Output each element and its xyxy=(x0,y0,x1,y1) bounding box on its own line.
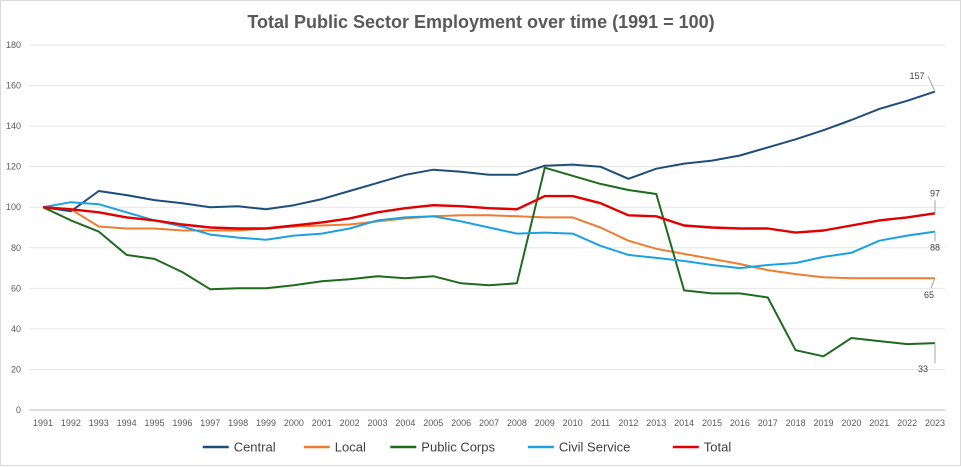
x-tick-label-2014: 2014 xyxy=(674,418,694,428)
legend-label-total: Total xyxy=(704,440,732,455)
x-tick-label-2023: 2023 xyxy=(925,418,945,428)
x-tick-label-2013: 2013 xyxy=(646,418,666,428)
x-tick-label-2007: 2007 xyxy=(479,418,499,428)
series-line-total xyxy=(42,194,936,234)
x-tick-label-2009: 2009 xyxy=(535,418,555,428)
data-label-local: 65 xyxy=(924,290,934,300)
y-tick-label-0: 0 xyxy=(16,405,21,415)
legend-label-local: Local xyxy=(335,440,366,455)
x-tick-label-1993: 1993 xyxy=(89,418,109,428)
y-tick-label-60: 60 xyxy=(11,283,21,293)
x-tick-label-2015: 2015 xyxy=(702,418,722,428)
x-tick-label-2018: 2018 xyxy=(786,418,806,428)
leader-line-local xyxy=(930,278,936,289)
x-tick-label-1999: 1999 xyxy=(256,418,276,428)
x-tick-label-1998: 1998 xyxy=(228,418,248,428)
legend-label-civil-service: Civil Service xyxy=(559,440,631,455)
y-axis-ticks: 0 20 40 60 80 100 120 140 160 180 xyxy=(6,40,21,415)
x-tick-label-2020: 2020 xyxy=(841,418,861,428)
x-tick-label-2003: 2003 xyxy=(367,418,387,428)
y-tick-label-40: 40 xyxy=(11,324,21,334)
data-label-public-corps: 33 xyxy=(918,364,928,374)
data-label-total: 97 xyxy=(930,188,940,198)
x-tick-label-2019: 2019 xyxy=(813,418,833,428)
x-tick-label-2011: 2011 xyxy=(591,418,610,428)
y-tick-label-160: 160 xyxy=(6,81,21,91)
series-line-civil-service xyxy=(42,201,936,270)
x-tick-label-2010: 2010 xyxy=(563,418,583,428)
y-tick-label-100: 100 xyxy=(6,202,21,212)
x-tick-label-2004: 2004 xyxy=(395,418,415,428)
x-tick-label-2006: 2006 xyxy=(451,418,471,428)
x-tick-label-1997: 1997 xyxy=(200,418,220,428)
x-tick-label-2012: 2012 xyxy=(618,418,638,428)
data-labels: 157 65 33 88 97 xyxy=(909,71,940,374)
x-tick-label-2005: 2005 xyxy=(423,418,443,428)
x-tick-label-1995: 1995 xyxy=(144,418,164,428)
x-tick-label-2016: 2016 xyxy=(730,418,750,428)
x-tick-label-2021: 2021 xyxy=(869,418,889,428)
y-tick-label-80: 80 xyxy=(11,243,21,253)
x-tick-label-1994: 1994 xyxy=(117,418,137,428)
y-tick-label-140: 140 xyxy=(6,121,21,131)
series-line-local xyxy=(42,206,935,280)
x-tick-label-1996: 1996 xyxy=(172,418,192,428)
series-lines xyxy=(42,90,936,358)
x-tick-label-2001: 2001 xyxy=(312,418,332,428)
legend: Central Local Public Corps Civil Service Tot… xyxy=(202,440,732,455)
data-label-civil-service: 88 xyxy=(930,243,940,253)
legend-label-central: Central xyxy=(234,440,276,455)
x-tick-label-2002: 2002 xyxy=(340,418,360,428)
x-axis-ticks: 1991 1992 1993 1994 1995 1996 1997 1998 1999 2000… xyxy=(33,418,945,428)
x-tick-label-2000: 2000 xyxy=(284,418,304,428)
series-line-central xyxy=(42,90,936,213)
leader-line-central xyxy=(927,75,936,92)
legend-label-public-corps: Public Corps xyxy=(421,440,495,455)
y-tick-label-20: 20 xyxy=(11,364,21,374)
series-line-public-corps xyxy=(42,166,936,358)
x-tick-label-2008: 2008 xyxy=(507,418,527,428)
y-tick-label-180: 180 xyxy=(6,40,21,50)
x-tick-label-2022: 2022 xyxy=(897,418,917,428)
x-tick-label-1991: 1991 xyxy=(33,418,53,428)
x-tick-label-2017: 2017 xyxy=(758,418,778,428)
data-label-central: 157 xyxy=(909,71,924,81)
y-tick-label-120: 120 xyxy=(6,162,21,172)
chart-title: Total Public Sector Employment over time… xyxy=(247,12,714,32)
x-tick-label-1992: 1992 xyxy=(61,418,81,428)
